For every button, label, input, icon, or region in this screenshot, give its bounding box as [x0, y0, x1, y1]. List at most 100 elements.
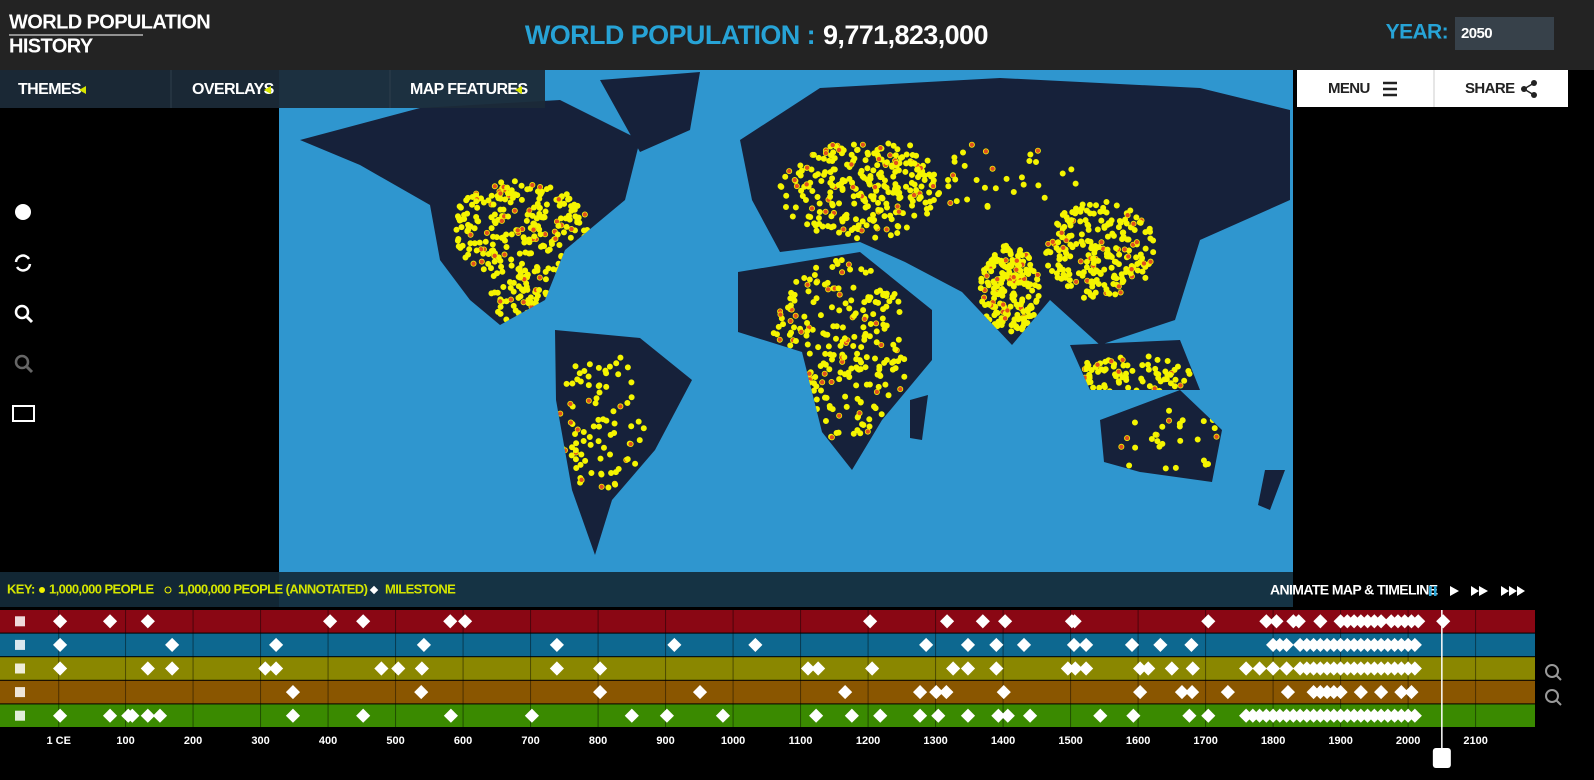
milestone[interactable] — [1185, 685, 1200, 700]
milestone[interactable] — [593, 661, 608, 676]
milestone[interactable] — [443, 708, 458, 723]
faster-button[interactable] — [1501, 586, 1525, 596]
milestone[interactable] — [692, 685, 708, 700]
milestone[interactable] — [1407, 637, 1422, 652]
globe-button[interactable] — [15, 204, 31, 220]
milestone[interactable] — [285, 685, 301, 700]
reset-button[interactable] — [14, 254, 32, 272]
milestone[interactable] — [939, 685, 954, 700]
timeline-zoom-in[interactable] — [1545, 664, 1562, 681]
milestone[interactable] — [165, 661, 180, 676]
milestone[interactable] — [838, 685, 853, 700]
milestone[interactable] — [1411, 614, 1426, 629]
pause-button[interactable] — [1429, 586, 1432, 596]
milestone[interactable] — [1407, 661, 1422, 676]
nav-tab[interactable]: THEMES — [18, 81, 83, 98]
milestone[interactable] — [1182, 708, 1197, 723]
milestone[interactable] — [748, 637, 763, 652]
milestone[interactable] — [1436, 614, 1451, 629]
timeline-zoom-out[interactable] — [1545, 689, 1562, 706]
milestone[interactable] — [1016, 637, 1032, 652]
zoom-out-button[interactable] — [14, 354, 34, 374]
milestone[interactable] — [659, 708, 674, 723]
milestone[interactable] — [1201, 708, 1216, 723]
milestone[interactable] — [1201, 614, 1216, 629]
milestone[interactable] — [416, 637, 431, 652]
milestone[interactable] — [1060, 661, 1075, 676]
logo[interactable]: WORLD POPULATION HISTORY — [9, 11, 211, 57]
logo-line[interactable]: WORLD POPULATION — [9, 11, 211, 33]
milestone[interactable] — [865, 661, 880, 676]
milestone[interactable] — [991, 708, 1006, 723]
milestone[interactable] — [1153, 637, 1168, 652]
milestone[interactable] — [53, 661, 68, 676]
milestone[interactable] — [356, 614, 371, 629]
milestone[interactable] — [1093, 708, 1108, 723]
milestone[interactable] — [269, 637, 284, 652]
milestone[interactable] — [102, 708, 118, 723]
milestone[interactable] — [1252, 661, 1267, 676]
nav-tab[interactable]: MAP FEATURES — [410, 81, 529, 98]
milestone[interactable] — [524, 708, 539, 723]
milestone[interactable] — [1266, 661, 1281, 676]
milestone[interactable] — [912, 708, 928, 723]
milestone[interactable] — [800, 661, 816, 676]
milestone[interactable] — [1164, 661, 1179, 676]
milestone[interactable] — [998, 614, 1013, 629]
milestone[interactable] — [1374, 614, 1389, 629]
milestone[interactable] — [414, 661, 429, 676]
milestone[interactable] — [1185, 661, 1200, 676]
share-icon[interactable] — [1521, 80, 1537, 98]
milestone[interactable] — [1259, 614, 1274, 629]
milestone[interactable] — [140, 661, 155, 676]
milestone[interactable] — [269, 661, 284, 676]
milestone[interactable] — [356, 708, 371, 723]
share-button[interactable]: SHARE — [1465, 80, 1516, 97]
milestone[interactable] — [863, 614, 878, 629]
milestone[interactable] — [929, 685, 944, 700]
milestone[interactable] — [414, 685, 429, 700]
milestone[interactable] — [285, 708, 301, 723]
milestone[interactable] — [1220, 685, 1235, 700]
milestone[interactable] — [939, 614, 955, 629]
milestone[interactable] — [1133, 685, 1148, 700]
milestone[interactable] — [1407, 708, 1422, 723]
milestone[interactable] — [1126, 708, 1141, 723]
milestone[interactable] — [912, 685, 928, 700]
milestone[interactable] — [811, 661, 826, 676]
year-handle[interactable] — [1432, 748, 1451, 768]
milestone[interactable] — [549, 661, 564, 676]
milestone[interactable] — [374, 661, 389, 676]
milestone[interactable] — [1333, 685, 1348, 700]
milestone[interactable] — [715, 708, 731, 723]
milestone[interactable] — [125, 708, 140, 723]
milestone[interactable] — [53, 708, 68, 723]
milestone[interactable] — [258, 661, 273, 676]
milestone[interactable] — [1184, 637, 1199, 652]
milestone[interactable] — [809, 708, 824, 723]
milestone[interactable] — [1079, 637, 1094, 652]
milestone[interactable] — [1067, 614, 1082, 629]
milestone[interactable] — [1279, 661, 1294, 676]
milestone[interactable] — [458, 614, 473, 629]
milestone[interactable] — [1394, 685, 1409, 700]
milestone[interactable] — [391, 661, 406, 676]
menu-button[interactable]: MENU — [1328, 80, 1370, 97]
milestone[interactable] — [960, 637, 976, 652]
milestone[interactable] — [1313, 614, 1328, 629]
play-button[interactable] — [1450, 586, 1459, 596]
milestone[interactable] — [140, 708, 155, 723]
pause-button[interactable] — [1434, 586, 1437, 596]
logo-line[interactable]: HISTORY — [9, 35, 94, 57]
milestone[interactable] — [53, 637, 68, 652]
milestone[interactable] — [53, 614, 68, 629]
milestone[interactable] — [1133, 661, 1148, 676]
milestone[interactable] — [1141, 661, 1156, 676]
milestone[interactable] — [1079, 661, 1094, 676]
milestone[interactable] — [946, 661, 961, 676]
milestone[interactable] — [593, 685, 608, 700]
milestone[interactable] — [152, 708, 168, 723]
milestone[interactable] — [1174, 685, 1190, 700]
milestone[interactable] — [1291, 614, 1306, 629]
milestone[interactable] — [1000, 708, 1015, 723]
